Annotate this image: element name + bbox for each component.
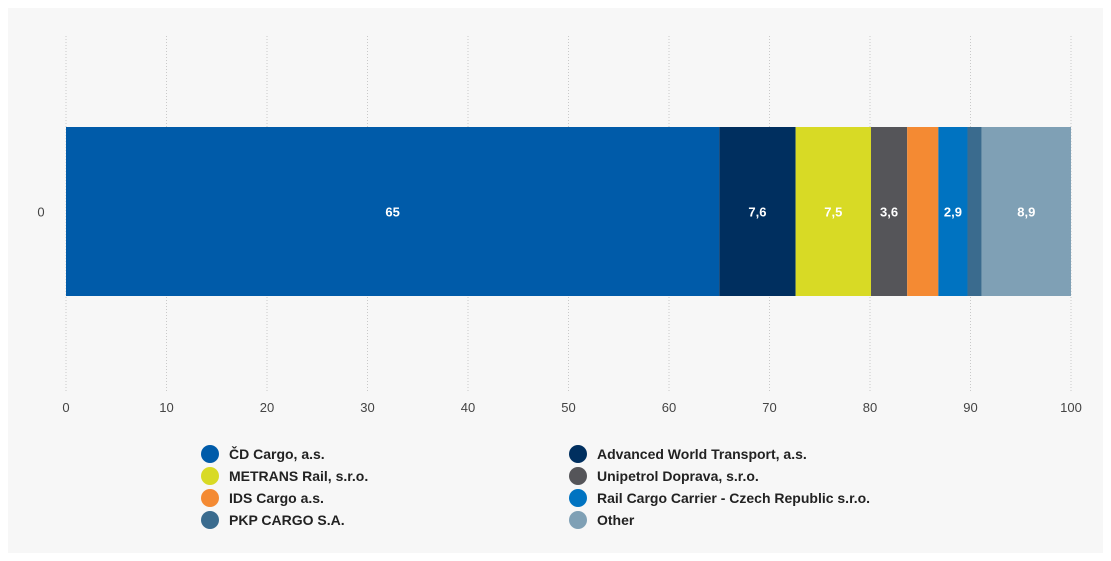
x-tick-label: 70 (762, 400, 776, 415)
bar-data-label: 7,5 (824, 205, 842, 220)
legend-label: Other (597, 512, 635, 528)
x-tick-label: 50 (561, 400, 575, 415)
bar-data-label: 7,6 (748, 205, 766, 220)
bar-segment (938, 127, 968, 296)
x-tick-label: 30 (360, 400, 374, 415)
x-tick-label: 10 (159, 400, 173, 415)
legend-swatch (569, 467, 587, 485)
x-tick-label: 90 (963, 400, 977, 415)
legend-label: PKP CARGO S.A. (229, 512, 345, 528)
bar-segments (66, 127, 1071, 296)
legend-swatch (201, 467, 219, 485)
legend-swatch (569, 511, 587, 529)
legend-label: IDS Cargo a.s. (229, 490, 324, 506)
bar-segment (981, 127, 1071, 296)
bar-segment (795, 127, 872, 296)
bar-data-label: 65 (385, 205, 399, 220)
x-tick-label: 20 (260, 400, 274, 415)
y-axis-ticks: 0 (37, 205, 44, 220)
bar-segment (967, 127, 982, 296)
bar-data-labels: 65 7,6 7,5 3,6 2,9 8,9 (385, 205, 1035, 220)
legend-swatch (201, 511, 219, 529)
x-tick-label: 0 (62, 400, 69, 415)
bar-data-label: 8,9 (1017, 205, 1035, 220)
x-tick-label: 80 (863, 400, 877, 415)
legend-swatch (201, 445, 219, 463)
legend-swatch (201, 489, 219, 507)
legend-label: Advanced World Transport, a.s. (597, 446, 807, 462)
x-tick-label: 40 (461, 400, 475, 415)
bar-segment (907, 127, 939, 296)
bar-segment (66, 127, 720, 296)
x-tick-label: 100 (1060, 400, 1082, 415)
bar-data-label: 3,6 (880, 205, 898, 220)
bar-data-label: 2,9 (944, 205, 962, 220)
legend-swatch (569, 489, 587, 507)
bar-segment (719, 127, 796, 296)
legend-label: ČD Cargo, a.s. (229, 445, 325, 462)
y-tick-label: 0 (37, 205, 44, 220)
x-axis-ticks: 0 10 20 30 40 50 60 70 80 90 100 (62, 400, 1081, 415)
legend-label: Unipetrol Doprava, s.r.o. (597, 468, 759, 484)
x-tick-label: 60 (662, 400, 676, 415)
legend: ČD Cargo, a.s. Advanced World Transport, … (201, 445, 870, 529)
legend-label: METRANS Rail, s.r.o. (229, 468, 368, 484)
bar-segment (871, 127, 908, 296)
legend-label: Rail Cargo Carrier - Czech Republic s.r.… (597, 490, 870, 506)
legend-swatch (569, 445, 587, 463)
